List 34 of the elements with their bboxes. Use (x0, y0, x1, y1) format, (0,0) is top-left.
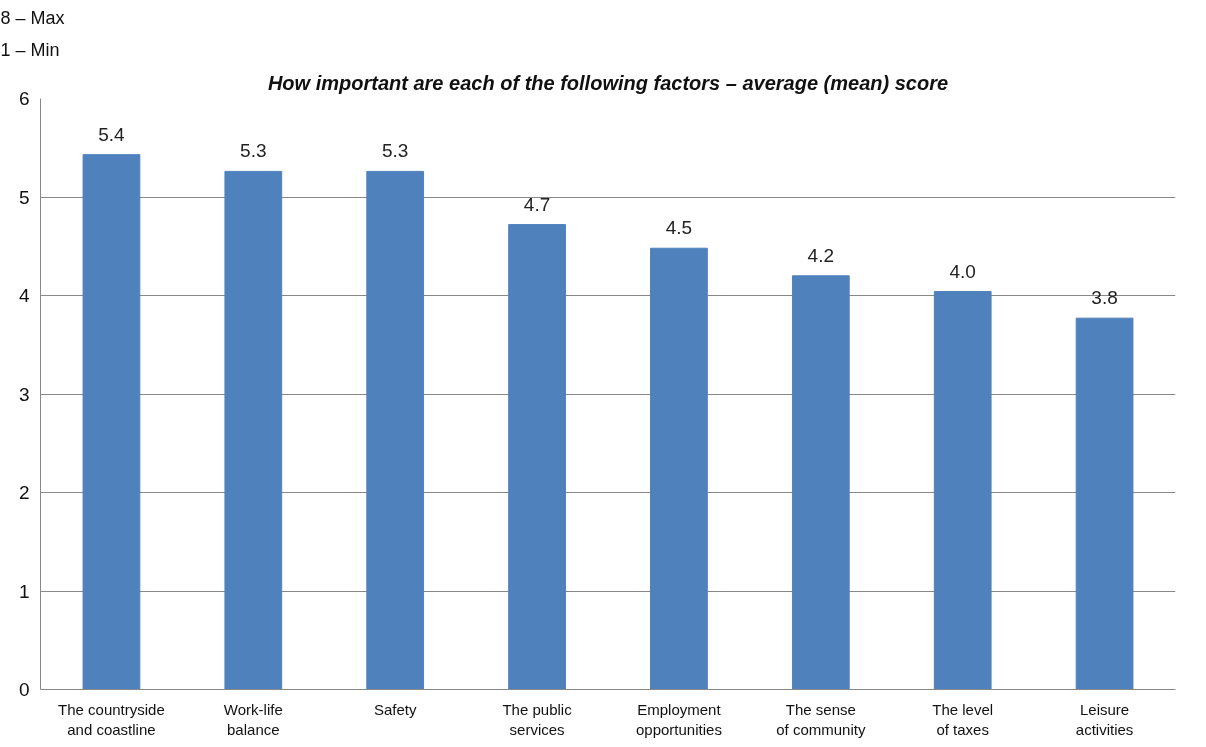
y-tick-label: 5 (18, 186, 30, 208)
x-tick-label: The level of taxes (932, 700, 994, 738)
x-tick-label: Work-life balance (223, 700, 283, 738)
data-label: 5.3 (381, 140, 409, 162)
x-tick-label: The countryside and coastline (58, 700, 165, 738)
chart-title: How important are each of the following factors – average (mean) score (267, 71, 949, 94)
bar (366, 170, 425, 690)
text: 8 – Max (0, 7, 65, 28)
x-tick-label: The public services (502, 700, 573, 738)
y-tick-label: 2 (18, 482, 30, 503)
x-tick-label: Employment opportunities (635, 700, 722, 738)
bar (508, 224, 566, 690)
y-tick-label: 3 (18, 383, 30, 405)
data-label: 4.7 (523, 193, 551, 215)
bar (82, 154, 141, 690)
data-label: 5.3 (240, 140, 267, 162)
bar (650, 247, 708, 690)
y-tick-label: 4 (18, 285, 30, 306)
text: 1 – Min (0, 39, 60, 60)
data-label: 4.2 (807, 244, 835, 266)
bar (791, 275, 850, 690)
bar (933, 291, 992, 690)
data-label: 4.0 (949, 260, 976, 282)
x-tick-label: Leisure activities (1075, 700, 1134, 738)
data-label: 3.8 (1091, 287, 1118, 309)
bar (224, 170, 283, 690)
data-label: 5.4 (98, 123, 126, 145)
y-tick-label: 6 (18, 88, 30, 109)
x-tick-label: Safety (373, 700, 417, 718)
data-label: 4.5 (665, 217, 693, 239)
y-tick-label: 1 (18, 580, 30, 602)
x-tick-label: The sense of community (776, 700, 866, 738)
bar (1075, 317, 1134, 690)
y-tick-label: 0 (18, 679, 30, 700)
